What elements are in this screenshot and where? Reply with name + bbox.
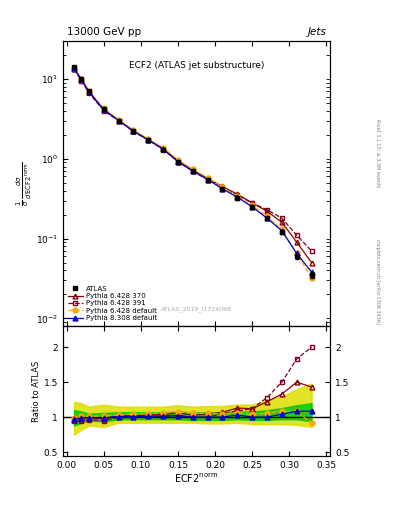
Legend: ATLAS, Pythia 6.428 370, Pythia 6.428 391, Pythia 6.428 default, Pythia 8.308 de: ATLAS, Pythia 6.428 370, Pythia 6.428 39… — [66, 284, 158, 323]
Y-axis label: $\frac{1}{\sigma}\,\frac{d\sigma}{d\,{\rm ECF2}^{\rm norm}}$: $\frac{1}{\sigma}\,\frac{d\sigma}{d\,{\r… — [15, 161, 34, 206]
Text: 13000 GeV pp: 13000 GeV pp — [67, 27, 141, 37]
Text: ECF2 (ATLAS jet substructure): ECF2 (ATLAS jet substructure) — [129, 61, 264, 70]
X-axis label: ECF2$^{\rm norm}$: ECF2$^{\rm norm}$ — [174, 472, 219, 485]
Text: Rivet 3.1.10; ≥ 3.3M events: Rivet 3.1.10; ≥ 3.3M events — [375, 119, 380, 188]
Y-axis label: Ratio to ATLAS: Ratio to ATLAS — [32, 360, 41, 421]
Text: mcplots.cern.ch [arXiv:1306.3436]: mcplots.cern.ch [arXiv:1306.3436] — [375, 239, 380, 324]
Text: Jets: Jets — [307, 27, 326, 37]
Text: ATLAS_2019_I1724098: ATLAS_2019_I1724098 — [161, 306, 232, 312]
